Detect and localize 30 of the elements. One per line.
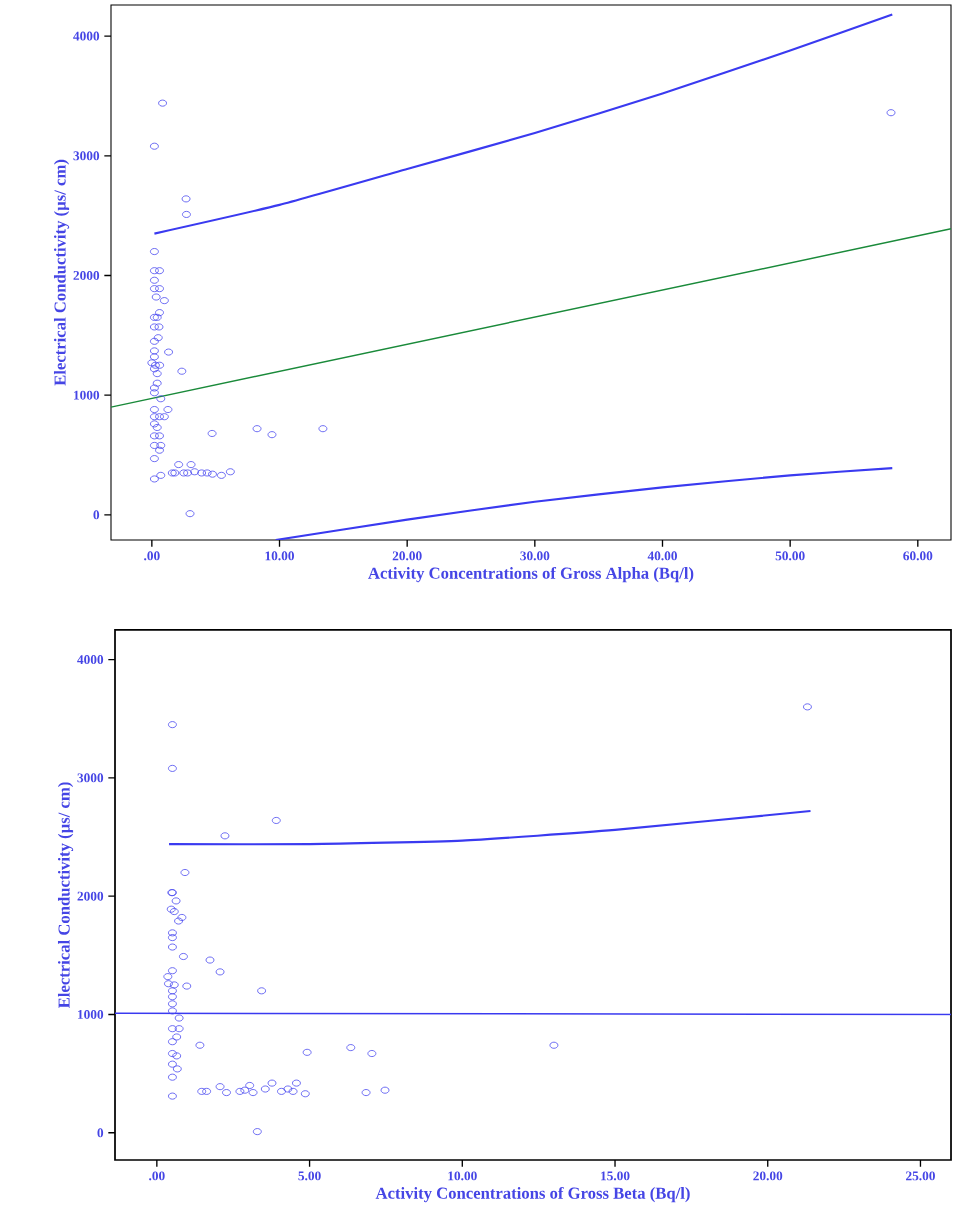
line-series xyxy=(167,809,812,846)
x-tick-label: 10.00 xyxy=(448,1171,477,1181)
x-tick-label: 20.00 xyxy=(753,1171,783,1181)
x-tick-label: 40.00 xyxy=(647,551,677,561)
x-tick-label: 60.00 xyxy=(903,551,933,561)
x-tick-label: .00 xyxy=(149,1171,165,1181)
y-tick-label: 1000 xyxy=(78,1009,104,1019)
y-tick-label: 4000 xyxy=(73,31,100,41)
x-tick-label: 10.00 xyxy=(265,551,295,561)
line-series xyxy=(153,13,894,235)
x-axis-title: Activity Concentrations of Gross Beta (Bq/l) xyxy=(375,1186,690,1203)
line-series xyxy=(274,467,894,540)
y-axis-title: Electrical Conductivity (µs/ cm) xyxy=(57,782,74,1009)
x-tick-label: .00 xyxy=(144,551,160,561)
y-tick-label: 4000 xyxy=(77,655,104,665)
x-tick-label: 15.00 xyxy=(601,1171,630,1181)
x-tick-label: 20.00 xyxy=(392,551,422,561)
x-tick-label: 30.00 xyxy=(520,551,550,561)
y-tick-label: 2000 xyxy=(73,270,100,280)
y-tick-label: 3000 xyxy=(73,151,100,161)
y-tick-label: 3000 xyxy=(77,773,104,783)
x-axis-title: Activity Concentrations of Gross Alpha (Bq/l) xyxy=(368,566,694,583)
x-tick-label: 25.00 xyxy=(906,1171,935,1181)
y-axis-title: Electrical Conductivity (µs/ cm) xyxy=(53,159,70,386)
y-tick-label: 1000 xyxy=(74,390,100,400)
y-tick-label: 0 xyxy=(97,1128,104,1138)
y-tick-label: 2000 xyxy=(77,891,104,901)
x-tick-label: 5.00 xyxy=(298,1171,321,1181)
y-tick-label: 0 xyxy=(93,510,100,520)
x-tick-label: 50.00 xyxy=(775,551,805,561)
